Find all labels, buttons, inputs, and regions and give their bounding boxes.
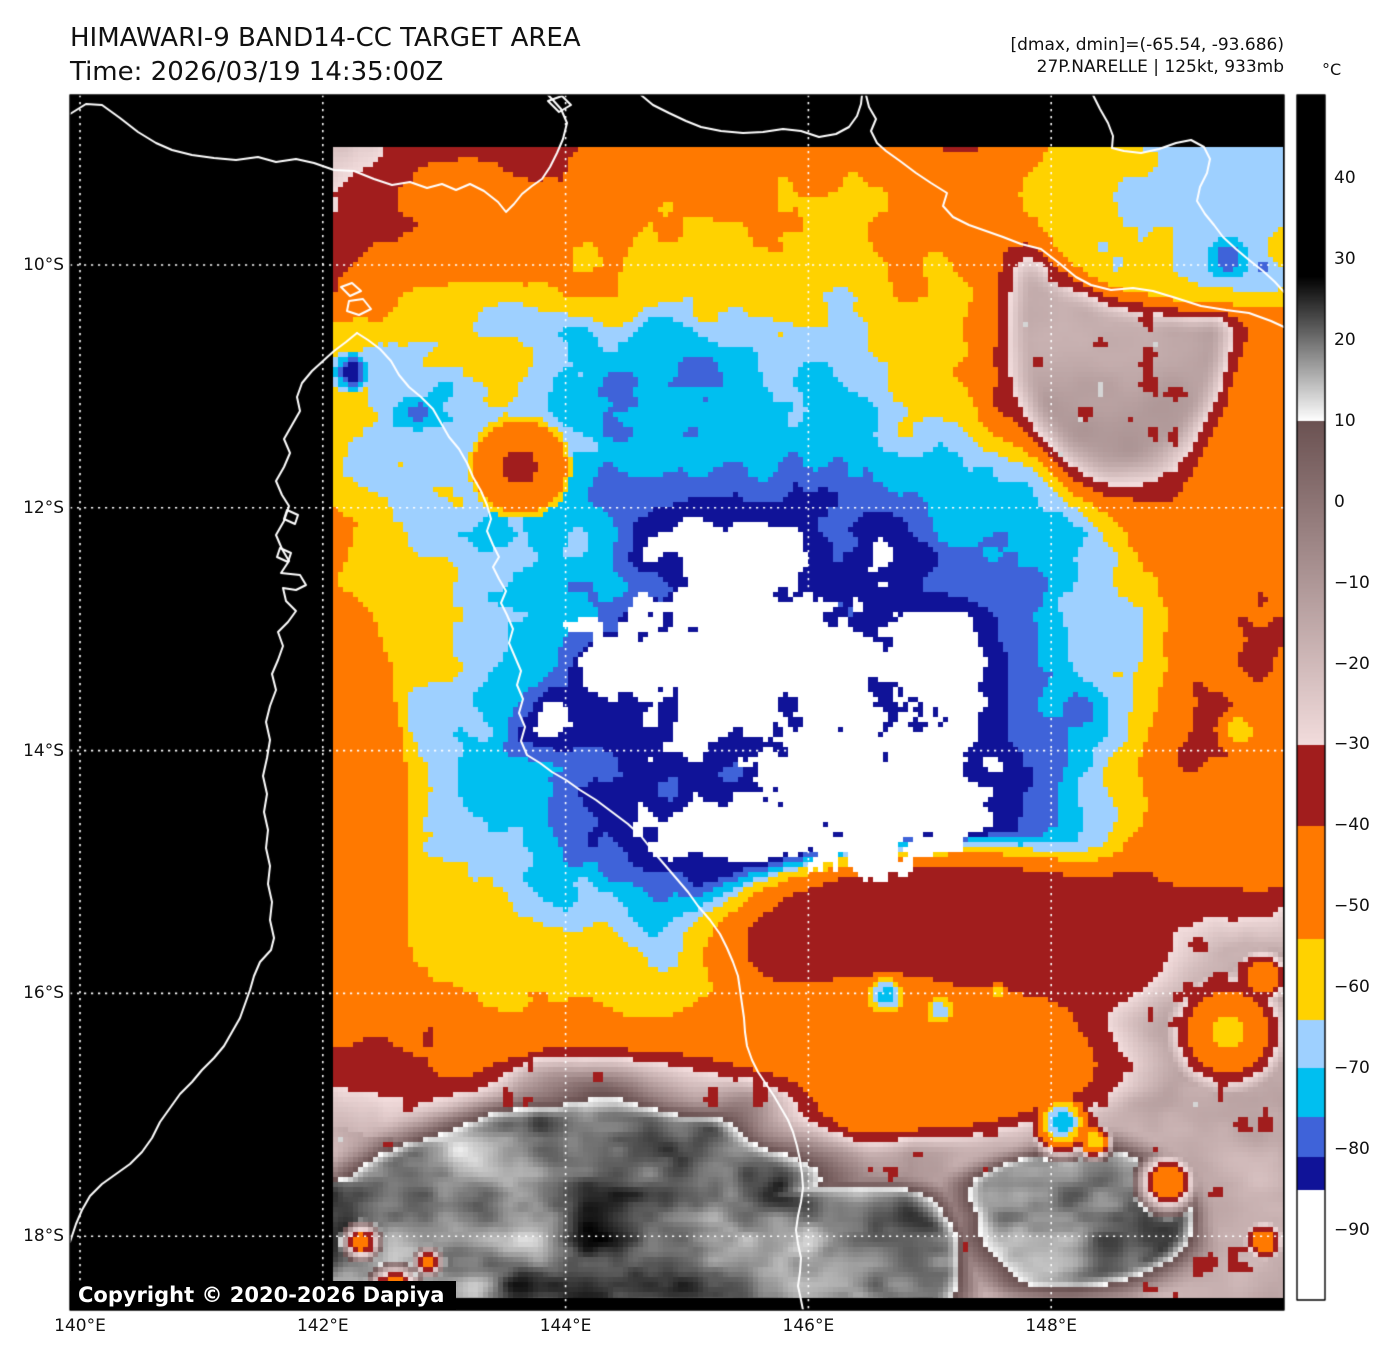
colorbar-tick-label: 40 bbox=[1334, 168, 1356, 189]
colorbar-tick-label: −40 bbox=[1334, 815, 1370, 836]
copyright-badge: Copyright © 2020-2026 Dapiya bbox=[70, 1281, 457, 1310]
time-label: Time: 2026/03/19 14:35:00Z bbox=[70, 57, 444, 87]
lat-tick-label: 12°S bbox=[23, 497, 64, 518]
lon-tick-label: 148°E bbox=[1025, 1316, 1078, 1336]
colorbar-unit-label: °C bbox=[1322, 60, 1342, 79]
colorbar-tick-label: −60 bbox=[1334, 977, 1370, 998]
storm-name-label: 27P.NARELLE | 125kt, 933mb bbox=[1036, 57, 1284, 77]
page-title: HIMAWARI-9 BAND14-CC TARGET AREA bbox=[70, 23, 581, 53]
storm-info-block: [dmax, dmin]=(-65.54, -93.686) 27P.NAREL… bbox=[1011, 34, 1285, 78]
colorbar-tick-label: −10 bbox=[1334, 572, 1370, 593]
colorbar-tick-label: −70 bbox=[1334, 1057, 1370, 1078]
lon-tick-label: 140°E bbox=[54, 1316, 106, 1336]
lat-tick-label: 10°S bbox=[23, 255, 64, 275]
lat-tick-label: 14°S bbox=[23, 740, 64, 761]
lat-tick-label: 18°S bbox=[23, 1226, 64, 1247]
lon-tick-label: 142°E bbox=[296, 1316, 349, 1336]
colorbar-tick-label: 10 bbox=[1334, 410, 1356, 431]
lat-tick-label: 16°S bbox=[23, 983, 64, 1004]
dmax-dmin-label: [dmax, dmin]=(-65.54, -93.686) bbox=[1010, 35, 1285, 55]
colorbar-tick-label: 20 bbox=[1334, 330, 1356, 351]
colorbar-tick-label: 0 bbox=[1334, 491, 1345, 512]
colorbar-tick-label: 30 bbox=[1334, 249, 1356, 270]
colorbar-tick-label: −50 bbox=[1334, 896, 1370, 917]
colorbar-tick-label: −20 bbox=[1334, 653, 1370, 674]
colorbar-tick-label: −30 bbox=[1334, 734, 1370, 755]
lon-tick-label: 144°E bbox=[539, 1316, 592, 1336]
lon-tick-label: 146°E bbox=[782, 1316, 835, 1336]
colorbar-tick-label: −80 bbox=[1334, 1138, 1370, 1159]
colorbar-tick-label: −90 bbox=[1334, 1219, 1370, 1240]
